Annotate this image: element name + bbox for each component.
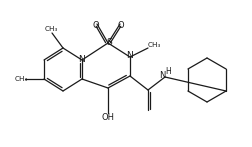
Text: CH₃: CH₃ [147,42,160,48]
Text: O: O [117,20,124,30]
Text: N: N [126,51,133,61]
Text: N: N [78,55,85,64]
Text: O: O [92,20,99,30]
Text: CH₃: CH₃ [44,26,57,32]
Text: N: N [158,71,165,81]
Text: CH₃: CH₃ [14,76,27,82]
Text: H: H [165,66,170,76]
Text: OH: OH [101,113,114,122]
Text: S: S [106,37,111,46]
